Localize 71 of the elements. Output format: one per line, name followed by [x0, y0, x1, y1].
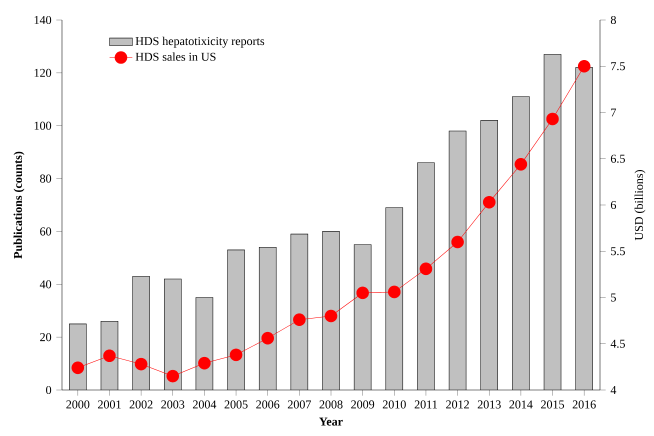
bar — [354, 244, 372, 390]
point — [482, 196, 496, 208]
y-tick-label: 40 — [40, 280, 52, 288]
bar — [480, 120, 498, 390]
bar — [259, 247, 276, 390]
bar — [449, 131, 466, 390]
y2-tick-label: 6.5 — [610, 154, 625, 163]
point — [134, 358, 148, 370]
point — [166, 370, 180, 382]
x-tick-label: 2006 — [256, 400, 280, 409]
x-tick-label: 2007 — [288, 400, 311, 409]
y2-tick-label: 5.5 — [611, 247, 625, 256]
point — [261, 332, 274, 344]
bar — [575, 67, 593, 390]
legend-label: HDS sales in US — [136, 52, 216, 61]
bar — [322, 231, 340, 390]
y-axis-title: Publications (counts) — [14, 152, 24, 259]
x-tick-label: 2014 — [509, 400, 533, 409]
x-tick-label: 2011 — [414, 400, 438, 409]
bar — [164, 279, 182, 390]
point — [230, 348, 242, 362]
point — [514, 158, 528, 171]
bar — [228, 250, 245, 390]
bar — [196, 298, 213, 390]
point — [546, 112, 559, 126]
y2-tick-label: 5 — [611, 294, 616, 302]
x-tick-label: 2015 — [541, 400, 564, 409]
point — [578, 60, 590, 73]
bar — [290, 234, 308, 390]
x-axis-title: Year — [319, 418, 343, 426]
point — [356, 286, 369, 300]
x-tick-label: 2004 — [192, 400, 216, 409]
bar — [544, 54, 562, 390]
y-tick-label: 120 — [34, 68, 52, 77]
y2-tick-label: 7 — [611, 108, 616, 116]
x-tick-label: 2000 — [66, 400, 90, 409]
y2-tick-label: 6 — [610, 200, 616, 210]
point — [103, 350, 116, 362]
y-tick-label: 80 — [40, 174, 52, 183]
y-tick-label: 60 — [40, 227, 52, 236]
bar — [132, 276, 150, 390]
bar — [386, 208, 403, 390]
x-tick-label: 2013 — [478, 400, 501, 409]
legend-label: HDS hepatotixicity reports — [136, 36, 264, 48]
y2-tick-label: 4 — [610, 386, 616, 394]
y-tick-label: 20 — [40, 333, 52, 342]
x-tick-label: 2008 — [320, 400, 343, 409]
bar — [512, 96, 530, 390]
y-tick-label: 100 — [34, 122, 52, 130]
y2-tick-label: 4.5 — [610, 340, 625, 348]
point — [324, 310, 338, 322]
x-tick-label: 2003 — [161, 400, 184, 409]
x-tick-label: 2001 — [98, 400, 121, 409]
point — [451, 236, 464, 248]
point — [198, 356, 211, 370]
y-tick-label: 140 — [34, 16, 52, 24]
point — [420, 262, 432, 276]
y2-tick-label: 8 — [610, 16, 616, 24]
point — [293, 313, 306, 326]
x-tick-label: 2016 — [572, 400, 596, 409]
bar — [417, 162, 434, 390]
x-tick-label: 2009 — [351, 400, 374, 409]
point — [388, 286, 401, 298]
y2-axis-title: USD (billions) — [634, 170, 646, 240]
y-tick-label: 0 — [46, 386, 52, 394]
y2-tick-label: 7.5 — [611, 62, 625, 70]
point — [72, 362, 84, 374]
x-tick-label: 2005 — [224, 400, 248, 409]
x-tick-label: 2002 — [130, 400, 152, 409]
x-tick-label: 2012 — [446, 400, 469, 409]
x-tick-label: 2010 — [382, 400, 406, 409]
